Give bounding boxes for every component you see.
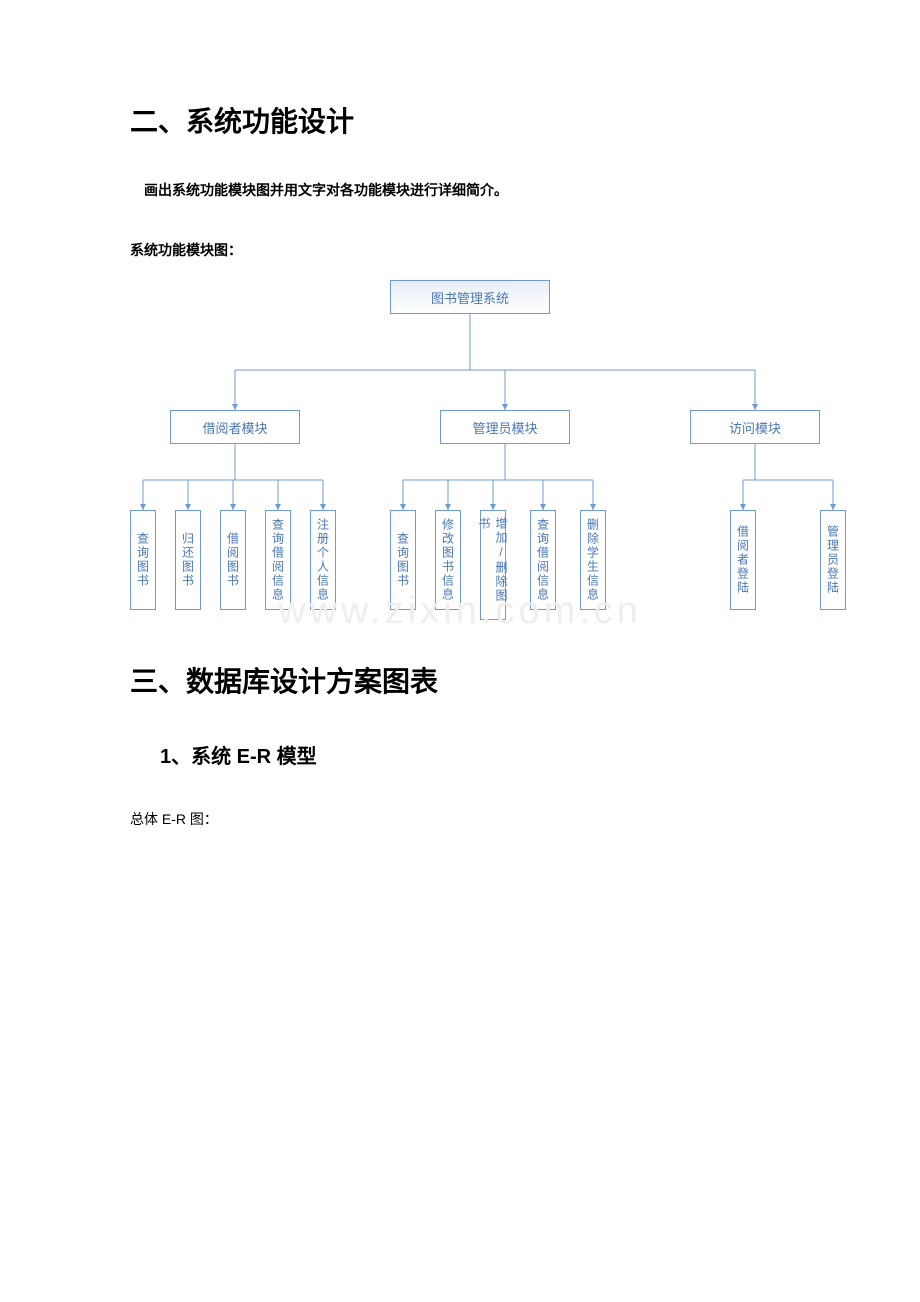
diagram-mid-node: 访问模块 <box>690 410 820 444</box>
diagram-leaf-node: 管理员登陆 <box>820 510 846 610</box>
diagram-mid-node: 借阅者模块 <box>170 410 300 444</box>
section-heading-3: 三、数据库设计方案图表 <box>130 660 790 700</box>
diagram-leaf-node: 查询借阅信息 <box>530 510 556 610</box>
diagram-leaf-node: 增加/删除图书 <box>480 510 506 620</box>
diagram-leaf-node: 注册个人信息 <box>310 510 336 610</box>
diagram-leaf-node: 借阅者登陆 <box>730 510 756 610</box>
diagram-leaf-node: 归还图书 <box>175 510 201 610</box>
diagram-mid-node: 管理员模块 <box>440 410 570 444</box>
diagram-leaf-node: 查询借阅信息 <box>265 510 291 610</box>
diagram-root-node: 图书管理系统 <box>390 280 550 314</box>
section-heading-2: 二、系统功能设计 <box>130 100 790 140</box>
diagram-leaf-node: 查询图书 <box>390 510 416 610</box>
diagram-leaf-node: 删除学生信息 <box>580 510 606 610</box>
subsection-heading: 1、系统 E-R 模型 <box>160 740 790 769</box>
intro-text: 画出系统功能模块图并用文字对各功能模块进行详细简介。 <box>130 180 790 200</box>
module-diagram: 图书管理系统借阅者模块管理员模块访问模块查询图书归还图书借阅图书查询借阅信息注册… <box>120 280 860 620</box>
er-caption: 总体 E-R 图： <box>130 809 790 829</box>
diagram-caption: 系统功能模块图： <box>130 240 790 260</box>
diagram-leaf-node: 查询图书 <box>130 510 156 610</box>
diagram-leaf-node: 修改图书信息 <box>435 510 461 610</box>
diagram-leaf-node: 借阅图书 <box>220 510 246 610</box>
